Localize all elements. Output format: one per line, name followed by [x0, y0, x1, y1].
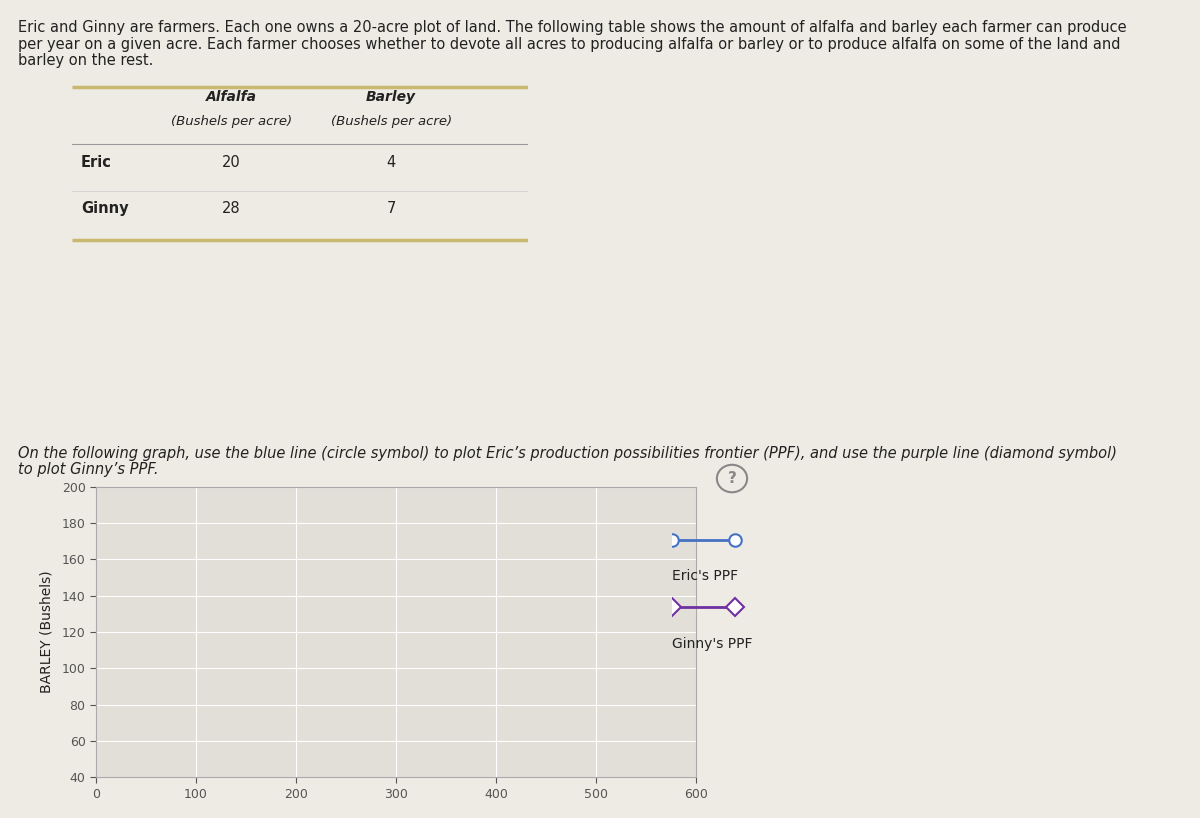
Text: Eric's PPF: Eric's PPF — [672, 569, 738, 583]
Text: On the following graph, use the blue line (circle symbol) to plot Eric’s product: On the following graph, use the blue lin… — [18, 446, 1117, 461]
Text: Alfalfa: Alfalfa — [206, 90, 257, 104]
Text: per year on a given acre. Each farmer chooses whether to devote all acres to pro: per year on a given acre. Each farmer ch… — [18, 37, 1121, 52]
Text: 7: 7 — [386, 201, 396, 216]
Text: Eric: Eric — [82, 155, 112, 170]
Y-axis label: BARLEY (Bushels): BARLEY (Bushels) — [40, 571, 53, 693]
Text: Ginny: Ginny — [82, 201, 128, 216]
Text: to plot Ginny’s PPF.: to plot Ginny’s PPF. — [18, 462, 158, 477]
Text: (Bushels per acre): (Bushels per acre) — [172, 115, 292, 128]
Text: Eric and Ginny are farmers. Each one owns a 20-acre plot of land. The following : Eric and Ginny are farmers. Each one own… — [18, 20, 1127, 35]
Text: 4: 4 — [386, 155, 396, 170]
Text: 20: 20 — [222, 155, 241, 170]
Text: Ginny's PPF: Ginny's PPF — [672, 636, 752, 651]
Text: (Bushels per acre): (Bushels per acre) — [331, 115, 451, 128]
Text: barley on the rest.: barley on the rest. — [18, 53, 154, 68]
Text: ?: ? — [727, 471, 737, 486]
Text: Barley: Barley — [366, 90, 416, 104]
Text: 28: 28 — [222, 201, 241, 216]
